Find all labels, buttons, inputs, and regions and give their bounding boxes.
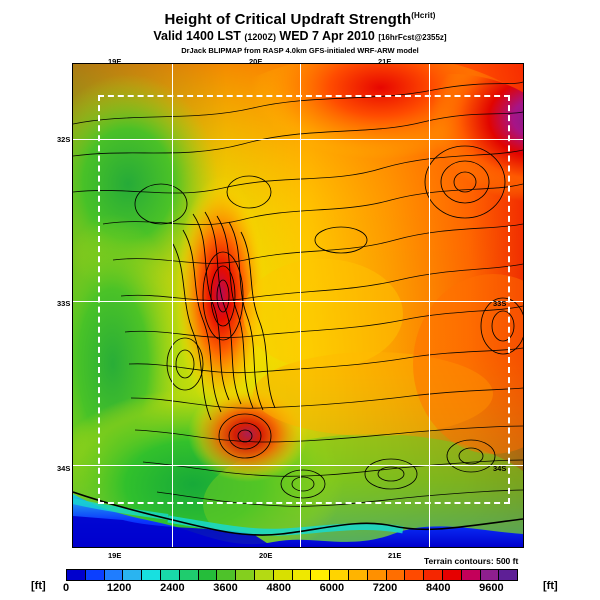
tick-top-lon-1: 20E — [249, 57, 263, 66]
colorbar-swatch-0 — [67, 570, 86, 580]
colorbar-gradient-strip[interactable] — [66, 569, 518, 581]
colorbar-swatch-8 — [217, 570, 237, 580]
colorbar-tick-2400: 2400 — [160, 582, 185, 594]
page-title-superscript: (Hcrit) — [411, 11, 436, 20]
tick-right-lat-1: 34S — [493, 464, 507, 473]
colorbar-swatch-4 — [142, 570, 161, 580]
colorbar-swatch-14 — [330, 570, 349, 580]
page-title: Height of Critical Updraft Strength(Hcri… — [0, 8, 600, 28]
colorbar-swatch-7 — [198, 570, 218, 580]
colorbar-swatch-17 — [386, 570, 406, 580]
valid-time-line: Valid 1400 LST (1200Z) WED 7 Apr 2010 [1… — [0, 29, 600, 45]
colorbar-swatch-9 — [236, 570, 255, 580]
colorbar-swatch-20 — [442, 570, 462, 580]
valid-time-utc: (1200Z) — [244, 32, 276, 42]
colorbar-unit-right: [ft] — [543, 580, 558, 592]
forecast-field-canvas — [73, 64, 523, 547]
tick-left-lat-2: 34S — [57, 464, 71, 473]
colorbar-swatch-13 — [311, 570, 331, 580]
colorbar-swatch-10 — [254, 570, 274, 580]
colorbar-tick-1200: 1200 — [106, 582, 132, 594]
colorbar-tick-3600: 3600 — [213, 582, 238, 594]
colorbar-swatch-11 — [273, 570, 293, 580]
colorbar-tick-0: 0 — [62, 582, 70, 594]
colorbar-swatch-18 — [405, 570, 425, 580]
colorbar-swatch-1 — [85, 570, 105, 580]
forecast-stamp: [16hrFcst@2355z] — [378, 33, 447, 42]
colorbar-swatch-22 — [480, 570, 500, 580]
tick-right-lat-0: 33S — [493, 299, 507, 308]
colorbar-swatch-12 — [292, 570, 312, 580]
tick-bottom-lon-1: 20E — [259, 551, 273, 560]
terrain-contour-note: Terrain contours: 500 ft — [424, 556, 519, 566]
colorbar-tick-7200: 7200 — [372, 582, 398, 594]
colorbar-swatch-21 — [461, 570, 481, 580]
colorbar-tick-4800: 4800 — [266, 582, 291, 594]
tick-left-lat-0: 32S — [57, 135, 71, 144]
valid-time-local: Valid 1400 LST — [153, 29, 241, 43]
colorbar-unit-left: [ft] — [31, 580, 46, 592]
colorbar: Terrain contours: 500 ft [ft] [ft] 0 1200… — [0, 556, 600, 600]
colorbar-tick-6000: 6000 — [319, 582, 345, 594]
colorbar-swatch-23 — [499, 570, 518, 580]
map-container[interactable] — [72, 63, 524, 548]
tick-top-lon-0: 19E — [108, 57, 122, 66]
colorbar-swatch-5 — [160, 570, 180, 580]
tick-bottom-lon-2: 21E — [388, 551, 402, 560]
colorbar-tick-8400: 8400 — [425, 582, 451, 594]
tick-left-lat-1: 33S — [57, 299, 71, 308]
colorbar-swatch-2 — [104, 570, 124, 580]
tick-bottom-lon-0: 19E — [108, 551, 122, 560]
page-title-text: Height of Critical Updraft Strength — [164, 11, 412, 28]
tick-top-lon-2: 21E — [378, 57, 392, 66]
valid-date: WED 7 Apr 2010 — [279, 29, 375, 43]
colorbar-swatch-3 — [123, 570, 143, 580]
colorbar-swatch-16 — [367, 570, 387, 580]
map-plot-frame — [72, 63, 524, 548]
colorbar-tick-9600: 9600 — [479, 582, 504, 594]
colorbar-swatch-6 — [179, 570, 199, 580]
model-credit: DrJack BLIPMAP from RASP 4.0km GFS-initi… — [181, 46, 419, 55]
colorbar-swatch-19 — [424, 570, 443, 580]
title-block: Height of Critical Updraft Strength(Hcri… — [0, 0, 600, 56]
colorbar-swatch-15 — [348, 570, 368, 580]
